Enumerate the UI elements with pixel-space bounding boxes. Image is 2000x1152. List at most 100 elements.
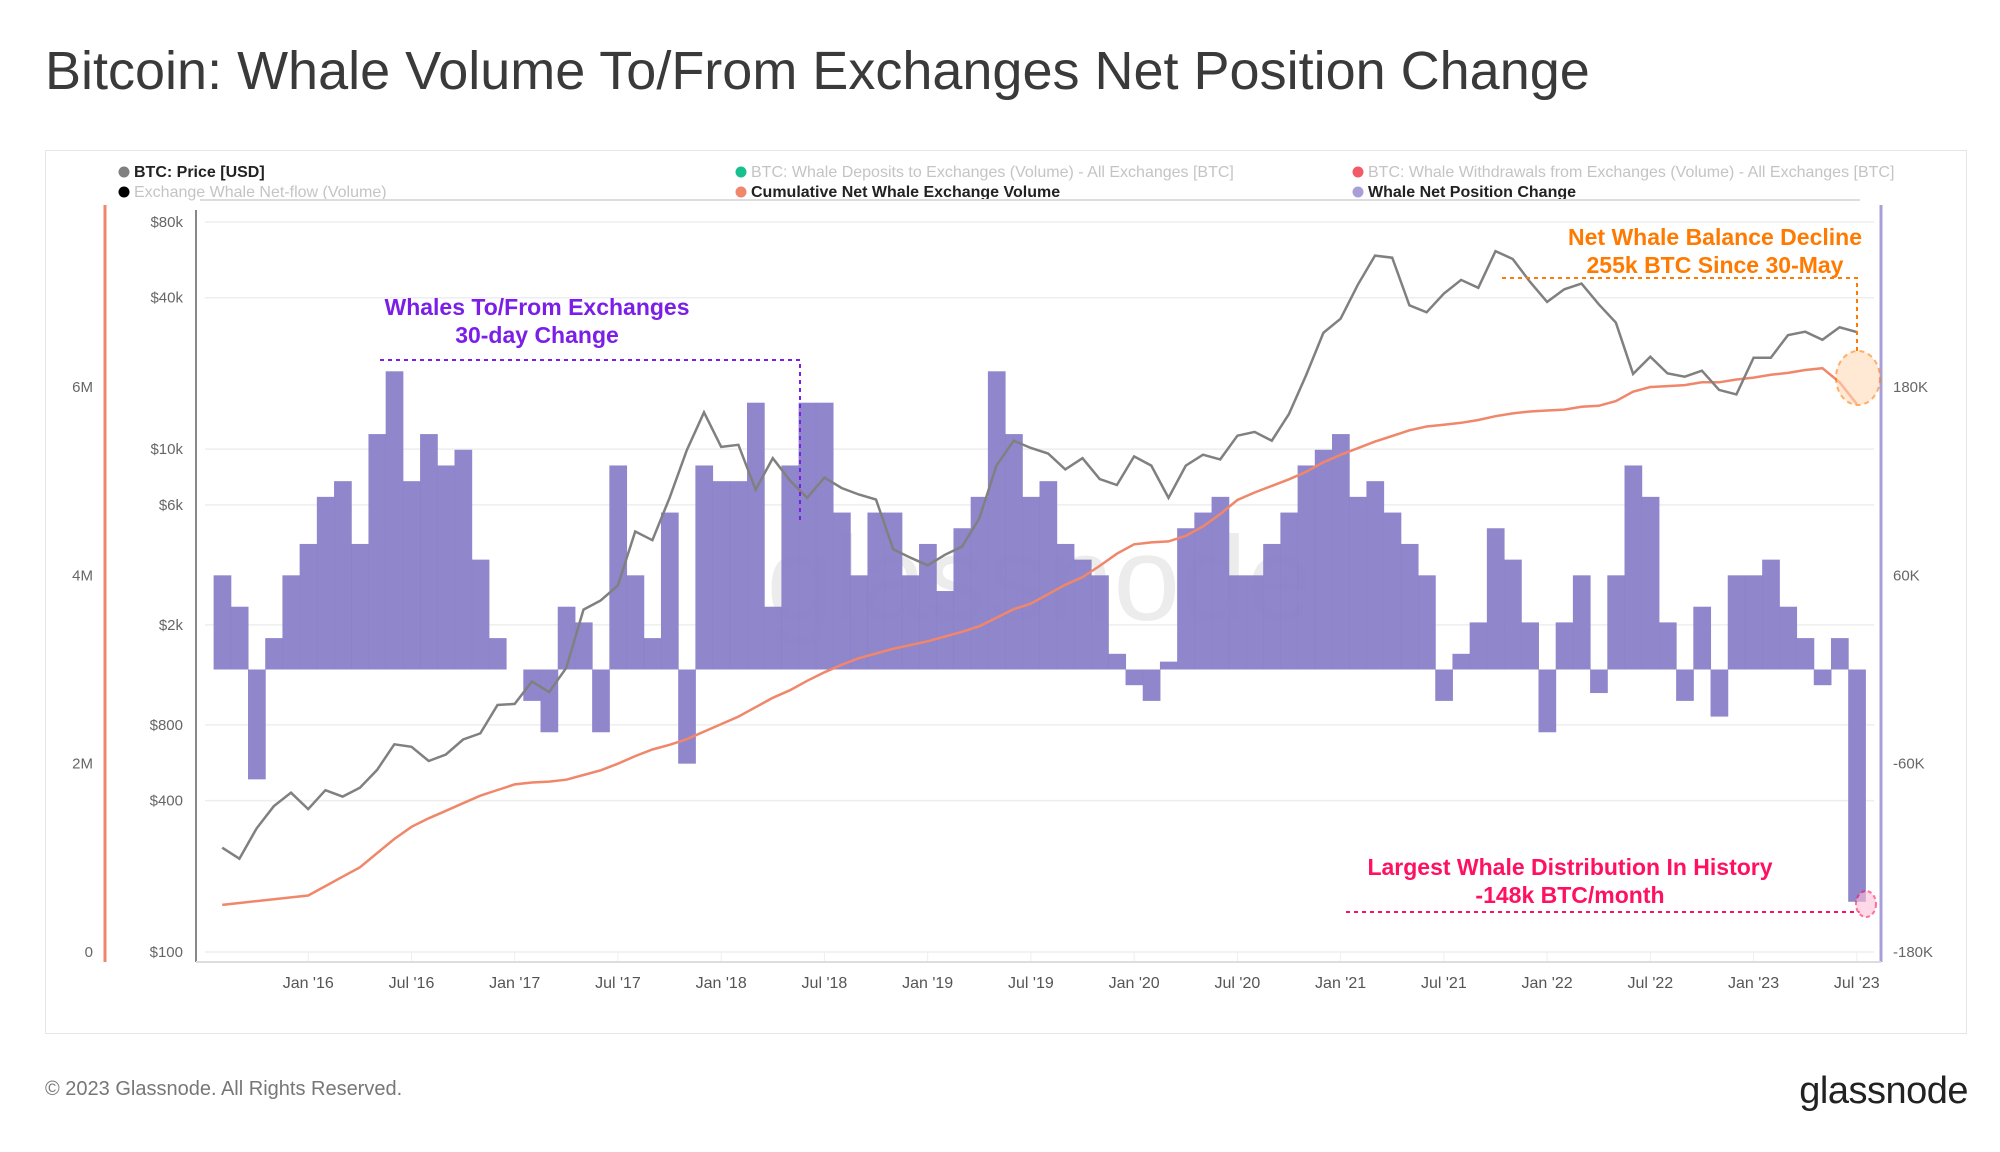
x-tick-label: Jul '21 xyxy=(1421,975,1467,992)
x-tick-label: Jan '21 xyxy=(1315,975,1366,992)
x-tick-label: Jul '20 xyxy=(1214,975,1260,992)
net-position-bar xyxy=(1744,575,1763,670)
net-position-bar xyxy=(1762,559,1780,670)
net-position-bar xyxy=(1022,496,1040,670)
legend-label: Exchange Whale Net-flow (Volume) xyxy=(134,184,387,201)
net-position-bar xyxy=(1452,653,1471,670)
legend-label: BTC: Price [USD] xyxy=(134,164,265,181)
net-position-bar xyxy=(1538,669,1557,733)
net-position-bar xyxy=(385,371,404,670)
net-position-bars xyxy=(213,371,1866,902)
annotation-orange-text: Net Whale Balance Decline xyxy=(1568,224,1862,250)
glassnode-logo: glassnode xyxy=(1799,1070,1968,1112)
net-position-bar xyxy=(919,543,937,670)
net-position-bar xyxy=(592,669,610,733)
legend-label: BTC: Whale Deposits to Exchanges (Volume… xyxy=(751,164,1234,181)
net-position-bar xyxy=(1091,575,1109,670)
net-position-bar xyxy=(1486,528,1505,670)
net-position-bar xyxy=(1349,496,1367,670)
net-position-bar xyxy=(1521,622,1539,670)
annotation-purple-text: 30-day Change xyxy=(455,322,619,348)
net-position-bar xyxy=(1108,653,1127,670)
annotation-orange-circle xyxy=(1835,350,1881,406)
net-position-bar xyxy=(1039,481,1058,670)
x-tick-label: Jul '23 xyxy=(1834,975,1880,992)
x-tick-label: Jan '18 xyxy=(696,975,747,992)
net-position-bar xyxy=(1194,512,1213,670)
cumulative-line xyxy=(222,366,1858,907)
net-position-bar xyxy=(282,575,301,670)
net-position-bar xyxy=(574,622,593,670)
net-position-bar xyxy=(660,512,679,670)
net-position-bar xyxy=(454,449,473,670)
net-position-bar xyxy=(1383,512,1402,670)
net-position-bar xyxy=(798,402,817,670)
net-position-bar xyxy=(901,575,920,670)
net-position-bar xyxy=(230,606,249,670)
net-position-bar xyxy=(1641,496,1660,670)
net-position-bar xyxy=(1400,543,1419,670)
axes: $100 $400 $800 $2k $6k $10k $40k $80k 0 2M 4M 6M -18… xyxy=(72,205,1933,992)
net-position-bar xyxy=(729,481,748,670)
price-tick-label: $800 xyxy=(150,717,183,734)
x-tick-label: Jan '16 xyxy=(283,975,334,992)
net-position-bar xyxy=(1779,606,1798,670)
chart-frame xyxy=(45,150,1967,1034)
net-position-bar xyxy=(1297,465,1316,670)
net-position-bar xyxy=(1624,465,1643,670)
cumulative-tick-label: 2M xyxy=(72,756,93,773)
net-position-bar xyxy=(884,512,903,670)
net-position-bar xyxy=(1555,622,1574,670)
cumulative-tick-label: 4M xyxy=(72,567,93,584)
net-position-bar xyxy=(1727,575,1746,670)
net-position-bar xyxy=(1142,669,1161,701)
net-position-bar xyxy=(781,465,800,670)
net-position-bar xyxy=(1796,638,1815,670)
legend-item: BTC: Whale Deposits to Exchanges (Volume… xyxy=(735,164,1234,181)
net-position-bar xyxy=(1710,669,1729,717)
price-tick-label: $80k xyxy=(150,214,183,231)
price-tick-label: $10k xyxy=(150,441,183,458)
net-position-bar xyxy=(1435,669,1453,701)
net-position-bar xyxy=(626,575,645,670)
annotation-orange-text: 255k BTC Since 30-May xyxy=(1587,252,1844,278)
net-position-bar xyxy=(316,496,335,670)
x-tick-label: Jan '17 xyxy=(489,975,540,992)
legend-label: Cumulative Net Whale Exchange Volume xyxy=(751,184,1060,201)
price-tick-label: $40k xyxy=(150,290,183,307)
x-tick-label: Jul '17 xyxy=(595,975,641,992)
legend-label: Whale Net Position Change xyxy=(1368,184,1576,201)
net-position-bar xyxy=(764,606,782,670)
net-position-bar xyxy=(1263,543,1281,670)
price-tick-label: $2k xyxy=(159,617,184,634)
net-position-bar xyxy=(1125,669,1144,686)
net-position-bar xyxy=(970,496,989,670)
net-tick-label: -60K xyxy=(1893,756,1925,773)
legend-label: BTC: Whale Withdrawals from Exchanges (V… xyxy=(1368,164,1894,181)
net-position-bar xyxy=(1280,512,1299,670)
net-position-bar xyxy=(248,669,266,780)
price-tick-label: $6k xyxy=(159,497,184,514)
net-position-bar xyxy=(557,606,576,670)
net-position-bar xyxy=(523,669,542,701)
net-position-bar xyxy=(695,465,714,670)
legend: BTC: Price [USD] BTC: Whale Deposits to E… xyxy=(118,164,1894,201)
legend-dot-icon xyxy=(735,186,747,198)
net-position-bar xyxy=(488,638,507,670)
annotation-pink-text: -148k BTC/month xyxy=(1475,882,1664,908)
x-tick-label: Jul '18 xyxy=(802,975,848,992)
net-position-bar xyxy=(850,575,868,670)
x-tick-label: Jul '16 xyxy=(389,975,435,992)
legend-dot-icon xyxy=(118,186,130,198)
net-position-bar xyxy=(1056,543,1075,670)
net-position-bar xyxy=(1177,528,1195,670)
net-position-bar xyxy=(1830,638,1849,670)
net-position-bar xyxy=(213,575,232,670)
x-tick-label: Jan '20 xyxy=(1109,975,1160,992)
price-line xyxy=(221,249,1858,861)
net-position-bar xyxy=(351,543,369,670)
net-position-bar xyxy=(1469,622,1488,670)
net-position-bar xyxy=(437,465,455,670)
